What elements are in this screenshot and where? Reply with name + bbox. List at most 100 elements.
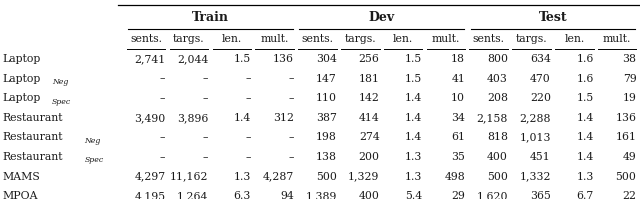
Text: 4,297: 4,297 bbox=[134, 172, 166, 182]
Text: Neg: Neg bbox=[84, 137, 101, 145]
Text: 49: 49 bbox=[623, 152, 636, 162]
Text: 312: 312 bbox=[273, 113, 294, 123]
Text: –: – bbox=[289, 132, 294, 142]
Text: 800: 800 bbox=[487, 54, 508, 64]
Text: Restaurant: Restaurant bbox=[3, 152, 63, 162]
Text: 1,329: 1,329 bbox=[348, 172, 380, 182]
Text: 1.5: 1.5 bbox=[234, 54, 251, 64]
Text: –: – bbox=[289, 74, 294, 84]
Text: 198: 198 bbox=[316, 132, 337, 142]
Text: 2,044: 2,044 bbox=[177, 54, 208, 64]
Text: sents.: sents. bbox=[301, 34, 333, 44]
Text: –: – bbox=[203, 93, 208, 103]
Text: 3,490: 3,490 bbox=[134, 113, 166, 123]
Text: –: – bbox=[160, 152, 166, 162]
Text: 11,162: 11,162 bbox=[170, 172, 208, 182]
Text: 41: 41 bbox=[451, 74, 465, 84]
Text: 365: 365 bbox=[530, 191, 551, 199]
Text: Restaurant: Restaurant bbox=[3, 132, 63, 142]
Text: 1,389: 1,389 bbox=[305, 191, 337, 199]
Text: 1.6: 1.6 bbox=[576, 54, 594, 64]
Text: –: – bbox=[246, 93, 251, 103]
Text: 110: 110 bbox=[316, 93, 337, 103]
Text: –: – bbox=[289, 93, 294, 103]
Text: 498: 498 bbox=[444, 172, 465, 182]
Text: 1.3: 1.3 bbox=[234, 172, 251, 182]
Text: 818: 818 bbox=[487, 132, 508, 142]
Text: 34: 34 bbox=[451, 113, 465, 123]
Text: 161: 161 bbox=[616, 132, 636, 142]
Text: –: – bbox=[160, 74, 166, 84]
Text: targs.: targs. bbox=[173, 34, 205, 44]
Text: 61: 61 bbox=[451, 132, 465, 142]
Text: 22: 22 bbox=[623, 191, 636, 199]
Text: 634: 634 bbox=[530, 54, 551, 64]
Text: Restaurant: Restaurant bbox=[3, 113, 63, 123]
Text: 274: 274 bbox=[359, 132, 380, 142]
Text: 142: 142 bbox=[358, 93, 380, 103]
Text: 470: 470 bbox=[530, 74, 551, 84]
Text: 1.4: 1.4 bbox=[405, 113, 422, 123]
Text: 29: 29 bbox=[451, 191, 465, 199]
Text: 147: 147 bbox=[316, 74, 337, 84]
Text: 2,158: 2,158 bbox=[477, 113, 508, 123]
Text: 1.6: 1.6 bbox=[576, 74, 594, 84]
Text: targs.: targs. bbox=[516, 34, 547, 44]
Text: 5.4: 5.4 bbox=[405, 191, 422, 199]
Text: –: – bbox=[246, 132, 251, 142]
Text: 1.3: 1.3 bbox=[405, 152, 422, 162]
Text: 1,264: 1,264 bbox=[177, 191, 208, 199]
Text: sents.: sents. bbox=[473, 34, 505, 44]
Text: 2,741: 2,741 bbox=[134, 54, 166, 64]
Text: 256: 256 bbox=[358, 54, 380, 64]
Text: 1.3: 1.3 bbox=[405, 172, 422, 182]
Text: 181: 181 bbox=[358, 74, 380, 84]
Text: 1.4: 1.4 bbox=[405, 132, 422, 142]
Text: 10: 10 bbox=[451, 93, 465, 103]
Text: 1,332: 1,332 bbox=[519, 172, 551, 182]
Text: 1.4: 1.4 bbox=[405, 93, 422, 103]
Text: 500: 500 bbox=[316, 172, 337, 182]
Text: 1,013: 1,013 bbox=[519, 132, 551, 142]
Text: 3,896: 3,896 bbox=[177, 113, 208, 123]
Text: –: – bbox=[246, 152, 251, 162]
Text: 18: 18 bbox=[451, 54, 465, 64]
Text: mult.: mult. bbox=[260, 34, 289, 44]
Text: Dev: Dev bbox=[369, 11, 395, 24]
Text: 1.4: 1.4 bbox=[577, 113, 594, 123]
Text: 1.5: 1.5 bbox=[405, 74, 422, 84]
Text: Laptop: Laptop bbox=[3, 54, 41, 64]
Text: 500: 500 bbox=[616, 172, 636, 182]
Text: 304: 304 bbox=[316, 54, 337, 64]
Text: 1.4: 1.4 bbox=[234, 113, 251, 123]
Text: 6.3: 6.3 bbox=[234, 191, 251, 199]
Text: –: – bbox=[203, 152, 208, 162]
Text: –: – bbox=[203, 132, 208, 142]
Text: 1.4: 1.4 bbox=[577, 152, 594, 162]
Text: Train: Train bbox=[192, 11, 229, 24]
Text: len.: len. bbox=[564, 34, 584, 44]
Text: 4,195: 4,195 bbox=[134, 191, 166, 199]
Text: 1,620: 1,620 bbox=[477, 191, 508, 199]
Text: 6.7: 6.7 bbox=[577, 191, 594, 199]
Text: 19: 19 bbox=[623, 93, 636, 103]
Text: 138: 138 bbox=[316, 152, 337, 162]
Text: 1.4: 1.4 bbox=[577, 132, 594, 142]
Text: 414: 414 bbox=[359, 113, 380, 123]
Text: sents.: sents. bbox=[130, 34, 162, 44]
Text: MAMS: MAMS bbox=[3, 172, 40, 182]
Text: –: – bbox=[289, 152, 294, 162]
Text: –: – bbox=[246, 74, 251, 84]
Text: Laptop: Laptop bbox=[3, 74, 41, 84]
Text: Laptop: Laptop bbox=[3, 93, 41, 103]
Text: 451: 451 bbox=[530, 152, 551, 162]
Text: 387: 387 bbox=[316, 113, 337, 123]
Text: 500: 500 bbox=[487, 172, 508, 182]
Text: 94: 94 bbox=[280, 191, 294, 199]
Text: 1.3: 1.3 bbox=[576, 172, 594, 182]
Text: mult.: mult. bbox=[603, 34, 632, 44]
Text: 1.5: 1.5 bbox=[577, 93, 594, 103]
Text: 220: 220 bbox=[530, 93, 551, 103]
Text: 200: 200 bbox=[358, 152, 380, 162]
Text: 400: 400 bbox=[487, 152, 508, 162]
